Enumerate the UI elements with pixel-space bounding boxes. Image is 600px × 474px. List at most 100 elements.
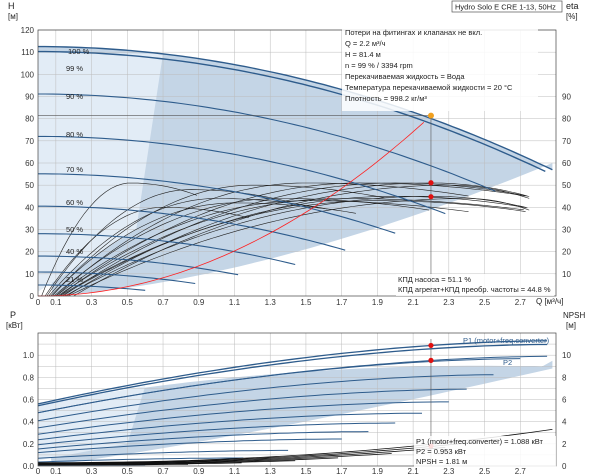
qh-y-tick: 10	[25, 270, 34, 279]
qh-x-tick: 0.3	[86, 298, 98, 307]
qh-panel: 0 10 20 30 40 50 60 70 80 90 100 110 120 10 20 30 40 50 60…	[8, 0, 579, 307]
duty-point-marker	[427, 112, 434, 119]
p-x-tick: 0.7	[157, 467, 169, 474]
qh-y-tick: 40	[25, 203, 34, 212]
efficiency-curve	[50, 202, 356, 297]
qh-y2-tick: 60	[562, 159, 571, 168]
p-y2-tick: 8	[562, 373, 567, 382]
p-y2-tick: 6	[562, 396, 567, 405]
p-x-tick: 0.5	[122, 467, 134, 474]
power-info-line: P2 = 0.953 кВт	[416, 447, 467, 456]
qh-axes: 0 10 20 30 40 50 60 70 80 90 100 110 120 10 20 30 40 50 60…	[21, 26, 572, 307]
efficiency-curve	[66, 182, 528, 297]
speed-curve	[38, 45, 553, 171]
info-line: Температура перекачиваемой жидкости = 20…	[345, 83, 513, 92]
speed-label: 60 %	[66, 198, 83, 207]
qh-y-tick: 60	[25, 159, 34, 168]
efficiency-curve	[41, 182, 198, 297]
p-y2-label: NPSH	[563, 311, 585, 320]
efficiency-info: КПД насоса = 51.1 % КПД агрегат+КПД прео…	[396, 274, 554, 296]
title-box-text: Hydro Solo E CRE 1-13, 50Hz	[455, 3, 556, 12]
speed-label: 40 %	[66, 247, 83, 256]
qh-x-tick: 0.1	[50, 298, 62, 307]
qh-y-unit: [м]	[8, 12, 18, 21]
power-curve	[37, 340, 548, 405]
info-line: Q = 2.2 м³/ч	[345, 39, 386, 48]
qh-y2-tick: 40	[562, 203, 571, 212]
p-y2-tick: 0	[562, 462, 567, 471]
speed-curve	[38, 284, 146, 291]
qh-x-label: Q [м³/ч]	[536, 297, 563, 306]
qh-x-tick: 2.5	[479, 298, 491, 307]
p-x-tick: 0	[36, 467, 41, 474]
speed-label: 90 %	[66, 92, 83, 101]
p-y-tick: 1.0	[23, 351, 35, 360]
efficiency-curve	[55, 200, 469, 297]
speed-curve	[38, 205, 346, 251]
p-x-tick: 1.1	[229, 467, 241, 474]
power-curve	[37, 431, 369, 450]
info-line: Перекачиваемая жидкость = Вода	[345, 72, 465, 81]
qh-x-tick: 2.3	[443, 298, 455, 307]
p-y-tick: 0.2	[23, 440, 35, 449]
qh-x-tick: 0.7	[157, 298, 169, 307]
p-x-tick: 1.9	[372, 467, 384, 474]
p-x-tick: 1.3	[265, 467, 277, 474]
p-y-symbol: P	[10, 310, 16, 320]
p-x-tick: 2.3	[443, 467, 455, 474]
qh-y2-tick: 50	[562, 181, 571, 190]
power-curve	[37, 457, 244, 463]
p-x-tick: 2.1	[408, 467, 420, 474]
qh-x-tick: 0	[36, 298, 41, 307]
eff-info-line: КПД насоса = 51.1 %	[398, 275, 471, 284]
qh-y-tick: 70	[25, 137, 34, 146]
power-curve	[37, 438, 342, 454]
efficiency-curve	[44, 206, 249, 297]
qh-y-tick: 90	[25, 93, 34, 102]
qh-y-tick: 110	[21, 48, 34, 57]
speed-label: 70 %	[66, 165, 83, 174]
qh-x-tick: 1.5	[300, 298, 312, 307]
operating-envelope	[38, 46, 553, 296]
p-y2-unit: [м]	[566, 321, 576, 330]
power-curve	[37, 388, 467, 429]
qh-frame	[37, 29, 557, 297]
qh-x-tick: 2.1	[408, 298, 420, 307]
qh-y-tick: 50	[25, 181, 34, 190]
qh-x-tick: 1.9	[372, 298, 384, 307]
p-y-tick: 0.6	[23, 396, 35, 405]
speed-label: 80 %	[66, 130, 83, 139]
qh-x-tick: 1.7	[336, 298, 348, 307]
efficiency-point-marker	[428, 194, 434, 200]
efficiency-point-marker	[428, 180, 434, 186]
qh-y-tick: 100	[21, 70, 35, 79]
p2-series-label: P2	[503, 358, 512, 367]
p-y-tick: 0.8	[23, 373, 35, 382]
qh-markers	[427, 112, 434, 200]
qh-y-tick: 0	[30, 292, 35, 301]
qh-y-tick: 120	[21, 26, 35, 35]
system-curve	[37, 115, 432, 297]
power-info-line: P1 (motor+freq.converter) = 1.088 кВт	[416, 437, 544, 446]
qh-x-tick: 1.3	[265, 298, 277, 307]
power-curve	[37, 374, 494, 422]
p-y2-tick: 2	[562, 440, 567, 449]
efficiency-curve	[59, 182, 526, 297]
qh-y2-tick: 70	[562, 137, 571, 146]
power-curve	[37, 422, 396, 446]
speed-curve	[38, 135, 446, 215]
p-y-unit: [кВт]	[6, 321, 23, 330]
qh-x-tick: 0.5	[122, 298, 134, 307]
p-frame	[37, 332, 557, 467]
power-point-marker	[428, 342, 434, 349]
title-box: Hydro Solo E CRE 1-13, 50Hz	[451, 0, 563, 13]
efficiency-curve	[73, 184, 530, 297]
qh-y-tick: 20	[25, 248, 34, 257]
qh-x-tick: 0.9	[193, 298, 205, 307]
info-line: H = 81.4 м	[345, 50, 381, 59]
qh-y2-unit: [%]	[566, 12, 578, 21]
info-line: n = 99 % / 3394 rpm	[345, 61, 413, 70]
info-line: Плотность = 998.2 кг/м³	[345, 94, 427, 103]
power-curve	[37, 343, 548, 407]
